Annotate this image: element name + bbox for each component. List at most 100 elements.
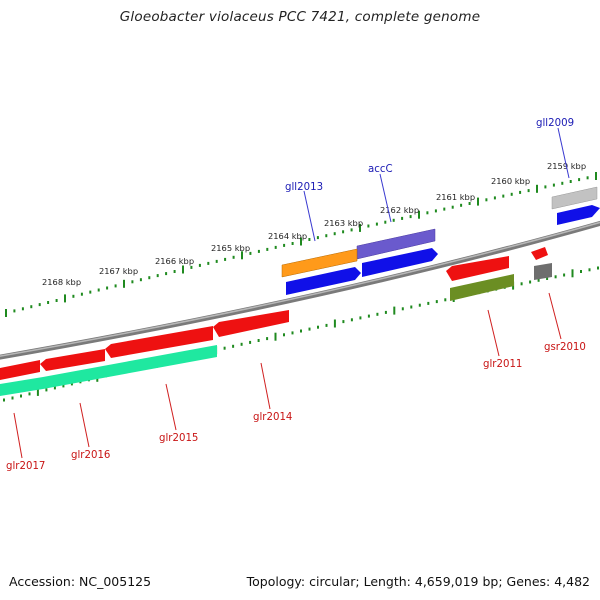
- minor-tick: [376, 312, 379, 316]
- minor-tick: [173, 270, 176, 273]
- minor-tick: [28, 392, 31, 396]
- cds-glr2015[interactable]: [43, 345, 217, 389]
- major-tick: [418, 210, 420, 219]
- minor-tick: [350, 318, 353, 322]
- gene-label: glr2016: [71, 450, 110, 461]
- minor-tick: [493, 196, 496, 200]
- major-tick: [333, 319, 336, 328]
- minor-tick: [342, 320, 345, 324]
- major-tick: [571, 269, 574, 278]
- minor-tick: [552, 183, 555, 187]
- minus-strand-features: [0, 247, 552, 396]
- gene-gll2013[interactable]: [281, 248, 358, 278]
- minor-tick: [283, 333, 285, 337]
- gene-glr2015[interactable]: [105, 326, 213, 358]
- minor-tick: [586, 176, 589, 180]
- minor-tick: [106, 286, 109, 290]
- minor-tick: [418, 303, 421, 307]
- cds-gll2013[interactable]: [286, 267, 361, 295]
- gene-glr2011[interactable]: [446, 256, 509, 281]
- genome-backbone-highlight: [0, 221, 600, 357]
- cds-gll2009[interactable]: [557, 205, 600, 225]
- minor-tick: [3, 398, 5, 402]
- minor-tick: [20, 394, 22, 398]
- minor-tick: [11, 396, 14, 400]
- map-title: Gloeobacter violaceus PCC 7421, complete…: [119, 9, 481, 25]
- kbp-label: 2167 kbp: [99, 266, 138, 276]
- minor-tick: [249, 340, 252, 344]
- minor-tick: [529, 280, 532, 284]
- major-tick: [595, 172, 597, 180]
- minor-tick: [563, 273, 566, 277]
- minor-tick: [223, 346, 226, 350]
- minor-tick: [580, 270, 582, 273]
- label-leaders: [13, 127, 570, 459]
- minor-tick: [257, 339, 260, 342]
- gene-gll2009[interactable]: [551, 186, 598, 210]
- minor-tick: [114, 284, 117, 288]
- minor-tick: [527, 189, 530, 193]
- minor-tick: [426, 211, 429, 215]
- minor-tick: [300, 329, 302, 333]
- gene-label: glr2014: [253, 412, 292, 423]
- minor-tick: [45, 388, 48, 392]
- minor-tick: [13, 309, 16, 313]
- gene-gsr2010[interactable]: [531, 247, 548, 260]
- minor-tick: [198, 263, 201, 267]
- minor-tick: [207, 261, 210, 265]
- cds-glr2017[interactable]: [0, 377, 43, 396]
- minor-tick: [274, 245, 277, 249]
- minor-tick: [308, 238, 311, 241]
- minor-tick: [427, 301, 430, 305]
- minor-tick: [520, 282, 523, 286]
- gene-glr2017[interactable]: [0, 360, 40, 380]
- gene-glr2014[interactable]: [213, 310, 289, 337]
- minor-tick: [266, 337, 269, 341]
- minor-tick: [283, 243, 286, 247]
- minor-tick: [597, 266, 599, 270]
- minor-tick: [266, 247, 269, 251]
- minor-tick: [434, 209, 437, 213]
- accession-text: Accession: NC_005125: [9, 574, 152, 589]
- minor-tick: [97, 288, 100, 292]
- plus-strand-features: [281, 186, 600, 295]
- gene-label: gll2013: [285, 182, 323, 193]
- minor-tick: [156, 274, 159, 278]
- minor-tick: [215, 259, 218, 263]
- minor-tick: [30, 305, 33, 309]
- minor-tick: [367, 314, 370, 318]
- major-tick: [182, 265, 184, 274]
- minor-tick: [333, 232, 336, 236]
- minor-tick: [519, 190, 522, 194]
- minor-tick: [350, 228, 353, 232]
- minor-tick: [384, 220, 387, 224]
- gene-glr2016[interactable]: [40, 349, 105, 371]
- minor-tick: [308, 327, 311, 331]
- major-tick: [36, 387, 39, 396]
- minor-tick: [131, 280, 134, 284]
- minor-tick: [451, 205, 454, 209]
- minor-tick: [316, 236, 319, 240]
- minor-tick: [401, 216, 404, 220]
- cds-accC[interactable]: [362, 248, 438, 277]
- minor-tick: [224, 257, 227, 261]
- minor-tick: [232, 255, 235, 259]
- minor-tick: [588, 268, 591, 272]
- minor-tick: [510, 192, 513, 196]
- minor-tick: [544, 185, 547, 189]
- minor-tick: [291, 331, 294, 335]
- major-tick: [241, 251, 243, 260]
- kbp-label: 2161 kbp: [436, 192, 475, 202]
- kbp-label: 2162 kbp: [380, 205, 419, 215]
- minor-tick: [444, 298, 447, 302]
- cds-glr2011[interactable]: [450, 274, 514, 301]
- minor-tick: [249, 251, 252, 255]
- cds-gsr2010[interactable]: [534, 263, 552, 280]
- genome-backbone: [0, 220, 600, 360]
- minor-tick: [21, 307, 24, 311]
- minor-tick: [392, 218, 395, 222]
- minor-tick: [257, 249, 260, 253]
- gene-label: glr2011: [483, 359, 522, 370]
- minor-tick: [561, 181, 564, 185]
- gene-label: accC: [368, 164, 393, 175]
